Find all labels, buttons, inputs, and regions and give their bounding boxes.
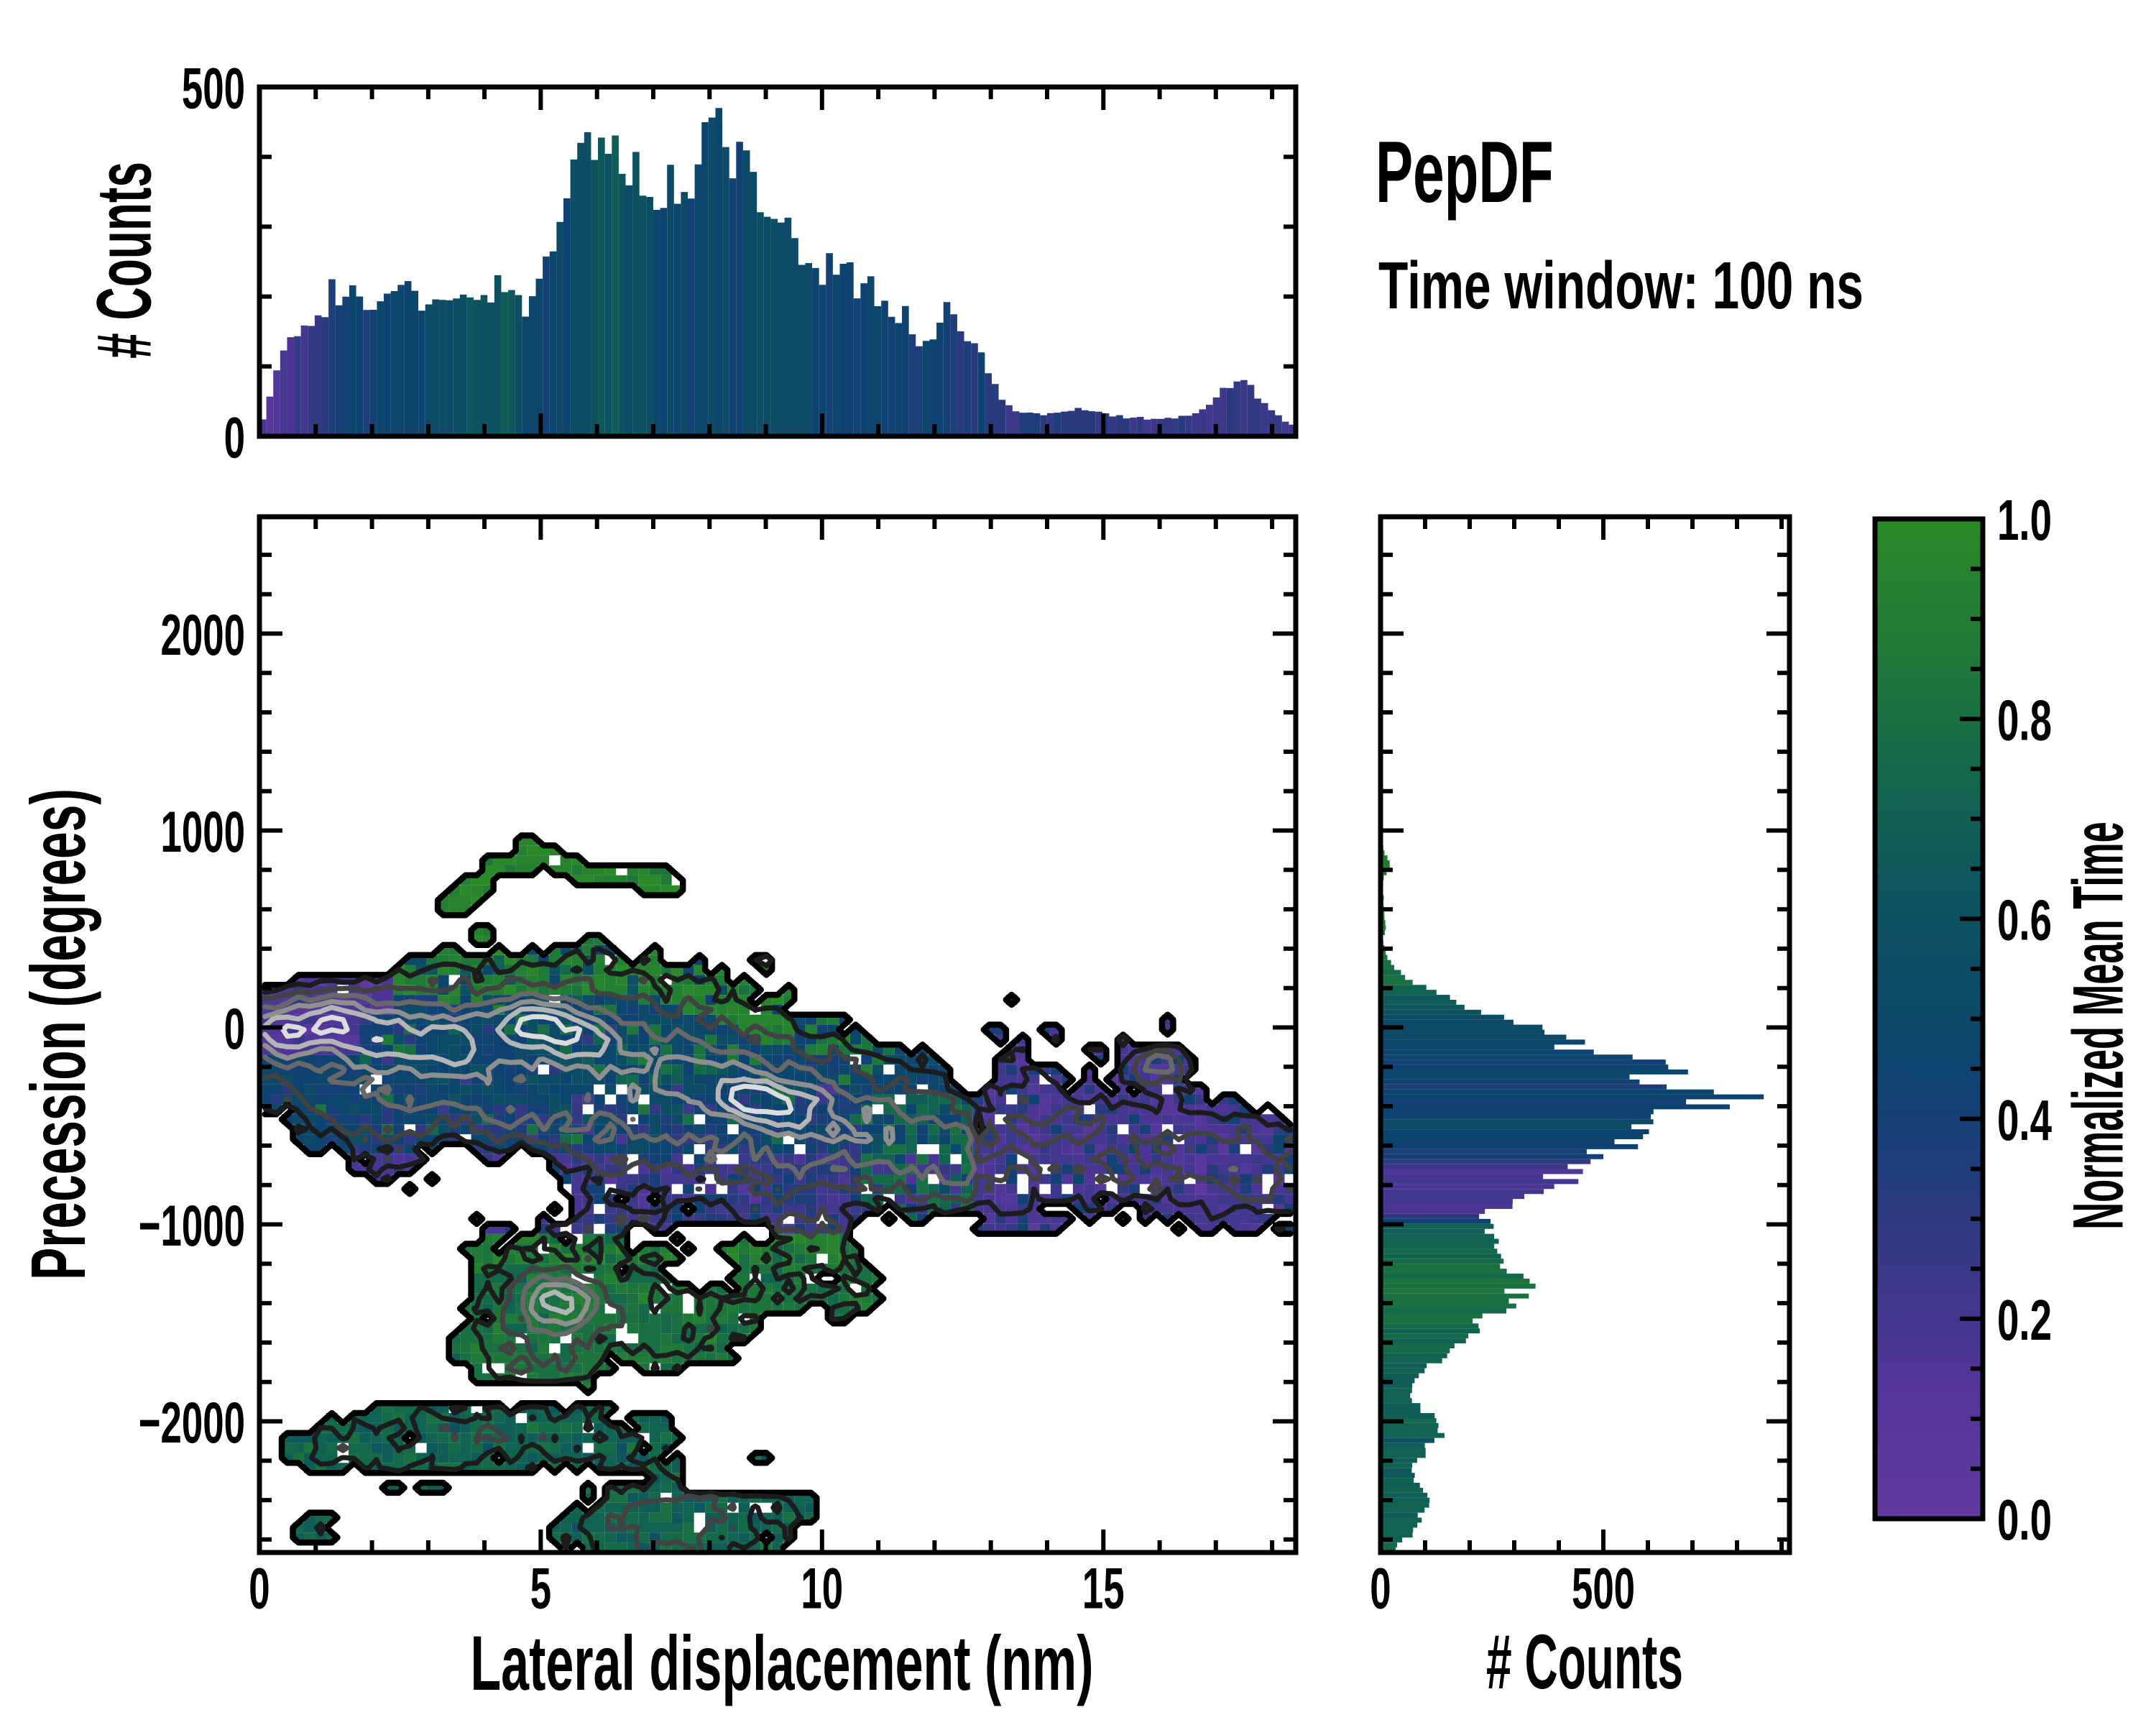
svg-text:Precession (degrees): Precession (degrees) [15,788,102,1280]
svg-text:PepDF: PepDF [1376,122,1554,221]
svg-text:0: 0 [1370,1556,1391,1621]
svg-text:5: 5 [530,1556,551,1621]
svg-text:# Counts: # Counts [1486,1619,1683,1705]
svg-text:1000: 1000 [161,800,245,865]
svg-text:0.8: 0.8 [1997,688,2052,753]
svg-text:# Counts: # Counts [80,162,167,359]
svg-text:500: 500 [1572,1556,1635,1621]
svg-text:15: 15 [1082,1556,1125,1621]
svg-text:0: 0 [224,405,245,470]
svg-text:0.6: 0.6 [1997,888,2052,952]
svg-text:Time window: 100 ns: Time window: 100 ns [1378,248,1864,323]
svg-text:1.0: 1.0 [1997,488,2052,553]
svg-text:0.0: 0.0 [1997,1488,2052,1552]
svg-text:500: 500 [182,56,245,121]
svg-text:−1000: −1000 [139,1194,245,1259]
svg-text:0.4: 0.4 [1997,1087,2052,1152]
svg-text:2000: 2000 [161,603,245,668]
svg-text:0: 0 [224,997,245,1062]
svg-text:10: 10 [801,1556,843,1621]
svg-text:Normalized Mean Time: Normalized Mean Time [2058,822,2138,1230]
svg-text:0.2: 0.2 [1997,1288,2052,1353]
svg-text:Lateral displacement (nm): Lateral displacement (nm) [470,1621,1093,1707]
svg-text:0: 0 [249,1556,270,1621]
svg-text:−2000: −2000 [139,1391,245,1455]
